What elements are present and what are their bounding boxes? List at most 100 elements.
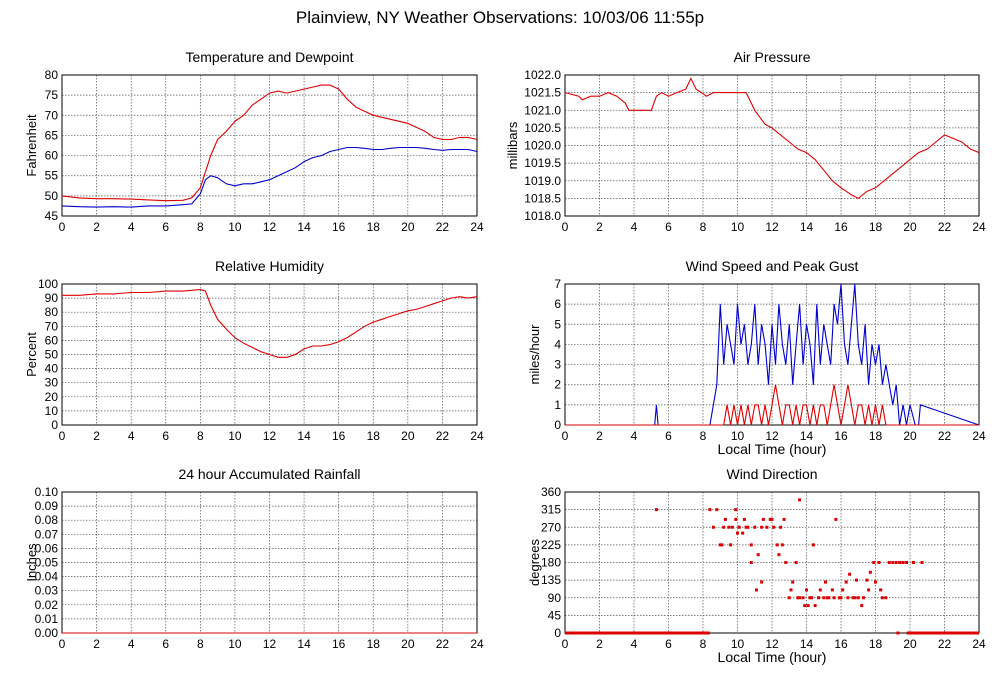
x-tick-label: 22 — [436, 637, 450, 651]
y-axis-label: millibars — [505, 121, 520, 169]
x-tick-label: 16 — [332, 220, 346, 234]
plot-frame — [61, 283, 478, 426]
data-point — [837, 596, 841, 600]
plot-frame — [61, 74, 478, 217]
x-tick-label: 18 — [869, 220, 883, 234]
x-tick-label: 8 — [197, 637, 204, 651]
y-tick-label: 0.05 — [35, 556, 59, 570]
data-point — [760, 525, 764, 529]
y-tick-label: 1019.5 — [524, 156, 561, 170]
data-point — [777, 553, 781, 557]
data-point — [860, 604, 864, 608]
data-point — [805, 588, 808, 592]
y-tick-label: 50 — [45, 189, 59, 203]
data-point — [818, 588, 822, 592]
x-tick-label: 18 — [367, 637, 381, 651]
data-point — [874, 580, 877, 584]
data-point — [736, 531, 739, 535]
x-tick-label: 14 — [297, 429, 311, 443]
y-tick-label: 270 — [541, 520, 561, 534]
y-tick-label: 20 — [45, 390, 59, 404]
data-point — [832, 596, 836, 600]
data-point — [911, 561, 915, 564]
y-tick-label: 80 — [45, 305, 59, 319]
series-line-0 — [61, 84, 478, 202]
data-point — [784, 561, 788, 564]
x-tick-label: 10 — [731, 429, 745, 443]
x-tick-label: 16 — [834, 637, 848, 651]
y-axis-label: Fahrenheit — [24, 114, 39, 177]
data-point — [718, 543, 722, 547]
y-tick-label: 70 — [45, 319, 59, 333]
x-tick-label: 18 — [869, 637, 883, 651]
y-tick-label: 6 — [554, 297, 561, 311]
x-tick-label: 6 — [162, 220, 169, 234]
x-tick-label: 18 — [367, 220, 381, 234]
x-tick-label: 12 — [263, 220, 277, 234]
data-point — [801, 596, 805, 600]
x-tick-label: 4 — [631, 637, 638, 651]
y-tick-label: 50 — [45, 348, 59, 362]
y-tick-label: 1021.0 — [524, 103, 561, 117]
y-tick-label: 1019.0 — [524, 174, 561, 188]
y-tick-label: 0 — [554, 418, 561, 432]
x-tick-label: 0 — [59, 429, 66, 443]
chart-title: 24 hour Accumulated Rainfall — [178, 466, 360, 482]
data-point — [753, 525, 757, 529]
data-point — [811, 543, 815, 547]
data-point — [715, 508, 719, 512]
y-tick-label: 30 — [45, 376, 59, 390]
data-point — [756, 553, 760, 557]
data-point — [865, 578, 869, 582]
chart-title: Temperature and Dewpoint — [185, 49, 353, 65]
x-tick-label: 24 — [972, 429, 986, 443]
data-point — [734, 508, 738, 512]
data-point — [727, 525, 731, 529]
y-tick-label: 0 — [51, 418, 58, 432]
data-point — [839, 596, 843, 600]
data-point — [898, 561, 902, 564]
chart-title: Wind Speed and Peak Gust — [686, 258, 859, 274]
data-point — [742, 517, 746, 521]
data-point — [872, 561, 876, 564]
series-line-1 — [61, 146, 478, 208]
x-tick-label: 18 — [367, 429, 381, 443]
y-tick-label: 1021.5 — [524, 86, 561, 100]
x-tick-label: 4 — [631, 220, 638, 234]
data-point — [798, 498, 802, 502]
y-tick-label: 80 — [45, 68, 59, 82]
y-tick-label: 0.10 — [35, 485, 59, 499]
data-point — [861, 596, 865, 600]
data-point — [825, 596, 829, 600]
page-title: Plainview, NY Weather Observations: 10/0… — [295, 8, 705, 27]
data-point — [894, 561, 898, 564]
data-point — [905, 561, 909, 564]
data-point — [879, 588, 883, 592]
data-point — [823, 580, 827, 584]
y-tick-label: 90 — [45, 291, 59, 305]
data-point — [880, 596, 884, 600]
y-tick-label: 0.01 — [35, 612, 59, 626]
x-tick-label: 4 — [128, 220, 135, 234]
y-tick-label: 360 — [541, 485, 561, 499]
x-tick-label: 12 — [765, 637, 779, 651]
data-point — [841, 588, 845, 592]
y-tick-label: 0.02 — [35, 598, 59, 612]
y-tick-label: 0.06 — [35, 541, 59, 555]
x-tick-label: 12 — [765, 429, 779, 443]
x-tick-label: 6 — [162, 429, 169, 443]
plot-frame — [564, 491, 980, 634]
y-tick-label: 100 — [38, 277, 58, 291]
x-tick-label: 16 — [332, 637, 346, 651]
y-tick-label: 0.09 — [35, 499, 59, 513]
y-tick-label: 1022.0 — [524, 68, 561, 82]
y-tick-label: 225 — [541, 538, 561, 552]
y-tick-label: 90 — [548, 591, 562, 605]
data-point — [806, 604, 810, 608]
y-tick-label: 65 — [45, 128, 59, 142]
data-point — [803, 604, 807, 608]
y-axis-label: degrees — [527, 539, 542, 586]
